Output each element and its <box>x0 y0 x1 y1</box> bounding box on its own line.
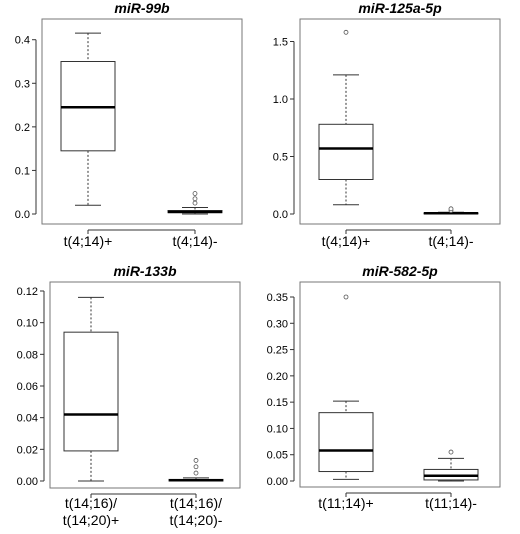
outlier-point <box>192 200 198 206</box>
y-tick-label: 0.04 <box>17 413 38 425</box>
y-tick-label: 0.08 <box>17 349 38 361</box>
y-tick-label: 1.0 <box>273 94 288 106</box>
y-tick-label: 0.0 <box>15 209 30 221</box>
y-tick-label: 0.10 <box>17 318 38 330</box>
category-label: t(4;14)- <box>172 233 217 249</box>
y-tick-label: 0.00 <box>17 476 38 488</box>
panel-title: miR-99b <box>114 0 170 16</box>
y-tick-label: 0.02 <box>17 444 38 456</box>
y-tick-label: 0.4 <box>15 35 30 47</box>
panel-frame <box>299 281 501 488</box>
category-label: t(14;16)/ <box>65 495 117 511</box>
outlier-point <box>343 29 349 35</box>
y-tick-label: 0.3 <box>15 78 30 90</box>
y-tick-label: 0.06 <box>17 381 38 393</box>
outlier-point <box>193 470 199 476</box>
outlier-point <box>448 449 454 455</box>
category-label: t(11;14)+ <box>318 495 373 511</box>
category-label: t(11;14)- <box>425 495 477 511</box>
category-label: t(4;14)- <box>428 233 473 249</box>
box <box>318 123 374 181</box>
box <box>318 412 374 473</box>
panel-title: miR-125a-5p <box>358 0 442 16</box>
category-label: t(14;16)/ <box>170 495 222 511</box>
y-tick-label: 0.5 <box>273 152 288 164</box>
category-label: t(14;20)- <box>170 512 223 528</box>
box <box>63 331 119 452</box>
y-tick-label: 0.25 <box>267 345 288 357</box>
category-label: t(4;14)+ <box>322 233 371 249</box>
outlier-point <box>193 464 199 470</box>
panel-title: miR-582-5p <box>362 263 438 279</box>
outlier-point <box>193 458 199 463</box>
y-tick-label: 0.0 <box>273 209 288 221</box>
outlier-point <box>192 196 198 202</box>
y-tick-label: 0.2 <box>15 122 30 134</box>
outlier-point <box>192 191 198 196</box>
outlier-point <box>448 206 454 212</box>
y-tick-label: 1.5 <box>273 37 288 49</box>
category-label: t(14;20)+ <box>63 512 119 528</box>
y-tick-label: 0.35 <box>267 292 288 304</box>
panel-title: miR-133b <box>113 263 176 279</box>
category-label: t(4;14)+ <box>64 233 113 249</box>
panel-frame <box>41 18 243 225</box>
y-tick-label: 0.05 <box>267 450 288 462</box>
y-tick-label: 0.10 <box>267 423 288 435</box>
y-tick-label: 0.20 <box>267 371 288 383</box>
panel-frame <box>49 281 241 489</box>
panel-frame <box>299 18 501 225</box>
y-tick-label: 0.30 <box>267 318 288 330</box>
y-tick-label: 0.1 <box>15 165 30 177</box>
outlier-point <box>343 294 349 300</box>
y-tick-label: 0.00 <box>267 476 288 488</box>
y-tick-label: 0.12 <box>17 286 38 298</box>
y-tick-label: 0.15 <box>267 397 288 409</box>
